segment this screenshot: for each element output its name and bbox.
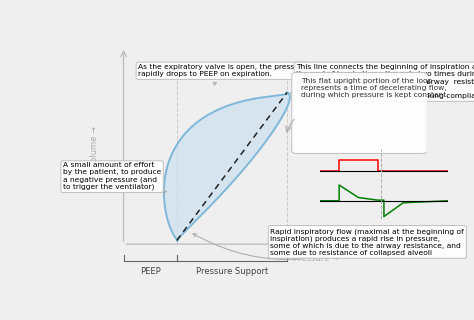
Text: As the expiratory valve is open, the pressure
rapidly drops to PEEP on expiratio: As the expiratory valve is open, the pre… [138,64,307,85]
Text: Rapid inspiratory flow (maximal at the beginning of
inspiration) produces a rapi: Rapid inspiratory flow (maximal at the b… [193,228,464,260]
Text: This flat upright portion of the loop
represents a time of decelerating flow,
du: This flat upright portion of the loop re… [301,78,448,98]
Polygon shape [164,92,290,241]
FancyBboxPatch shape [292,72,428,154]
Text: Pressure →: Pressure → [293,254,339,263]
Text: Volume →: Volume → [90,126,99,167]
Text: Pressure Support: Pressure Support [196,267,268,276]
Text: A small amount of effort
by the patient, to produce
a negative pressure (and
to : A small amount of effort by the patient,… [63,162,166,194]
Text: PEEP: PEEP [140,267,161,276]
Text: This line connects the beginning of inspiration and
the end of inspiration – the: This line connects the beginning of insp… [291,64,474,99]
